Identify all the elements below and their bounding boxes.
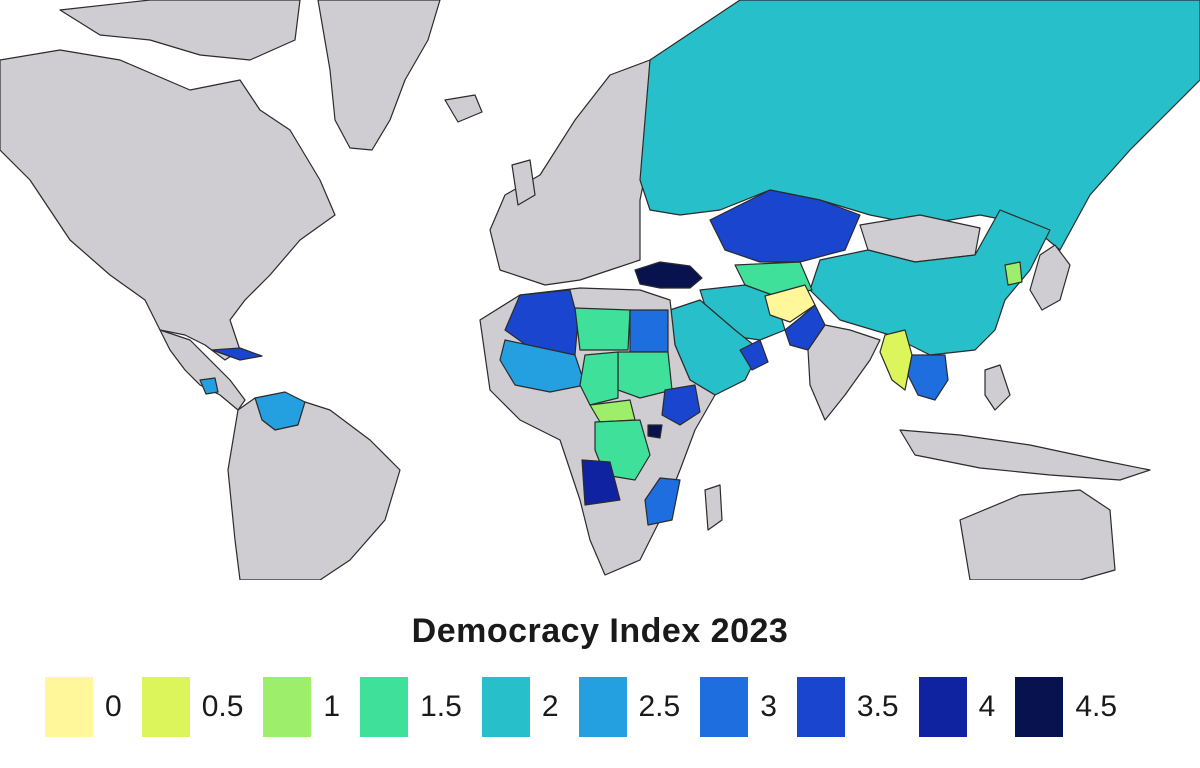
region-kazakhstan	[709, 189, 861, 263]
region-ethiopia	[661, 384, 701, 426]
region-myanmar	[879, 329, 913, 391]
region-india	[807, 324, 881, 421]
legend-item: 4	[918, 677, 996, 737]
legend-swatch	[796, 677, 845, 737]
region-indochina	[907, 354, 949, 401]
region-mozambique	[644, 477, 681, 526]
legend-swatch	[1015, 677, 1064, 737]
legend-title: Democracy Index 2023	[411, 612, 789, 650]
legend-item: 3	[700, 677, 777, 737]
legend: 0 0.5 1 1.5 2 2.5 3 3.5 4 4.5	[45, 676, 1165, 738]
legend-swatch	[578, 677, 627, 737]
legend-label: 1	[323, 690, 341, 723]
legend-swatch	[141, 677, 190, 737]
region-china	[809, 209, 1051, 356]
legend-label: 1.5	[420, 690, 462, 723]
legend-item: 2.5	[578, 677, 681, 737]
region-indonesia	[899, 429, 1151, 481]
region-uk	[511, 159, 536, 206]
world-map	[0, 0, 1200, 580]
legend-label: 4.5	[1075, 690, 1118, 723]
legend-item: 0.5	[141, 677, 244, 737]
region-north-korea	[1004, 261, 1023, 286]
legend-swatch	[263, 677, 312, 737]
region-libya	[574, 307, 631, 351]
region-egypt	[629, 309, 669, 353]
legend-swatch	[481, 677, 530, 737]
legend-item: 2	[481, 677, 559, 737]
legend-label: 3.5	[856, 690, 899, 723]
region-iceland	[444, 94, 483, 123]
region-north-america	[0, 49, 336, 361]
region-east-africa-dark	[647, 424, 663, 439]
region-nicaragua	[199, 377, 219, 395]
legend-item: 3.5	[796, 677, 899, 737]
legend-item: 1.5	[360, 677, 462, 737]
region-philippines	[984, 364, 1011, 411]
region-sudan	[617, 351, 673, 399]
region-afghanistan	[764, 284, 816, 323]
legend-swatch	[360, 677, 409, 737]
region-sahel-west	[499, 339, 586, 393]
region-russia	[639, 0, 1200, 251]
legend-label: 2.5	[638, 690, 681, 723]
legend-label: 0.5	[201, 690, 244, 723]
legend-label: 0	[105, 690, 122, 723]
legend-item: 0	[45, 677, 122, 737]
legend-swatch	[918, 677, 967, 737]
region-angola	[581, 459, 621, 506]
region-greenland	[317, 0, 441, 151]
region-madagascar	[704, 484, 723, 531]
legend-label: 3	[760, 690, 777, 723]
region-turkey	[634, 261, 703, 289]
legend-swatch	[45, 677, 93, 737]
region-arctic-islands	[59, 0, 301, 61]
region-south-america	[227, 397, 401, 580]
region-oman	[739, 339, 769, 371]
region-chad	[579, 351, 619, 406]
legend-swatch	[700, 677, 749, 737]
legend-label: 2	[541, 690, 559, 723]
region-japan	[1029, 244, 1071, 311]
region-cuba	[211, 347, 263, 361]
legend-label: 4	[978, 690, 996, 723]
legend-item: 4.5	[1015, 677, 1117, 737]
legend-item: 1	[263, 677, 340, 737]
region-australia	[959, 489, 1116, 580]
